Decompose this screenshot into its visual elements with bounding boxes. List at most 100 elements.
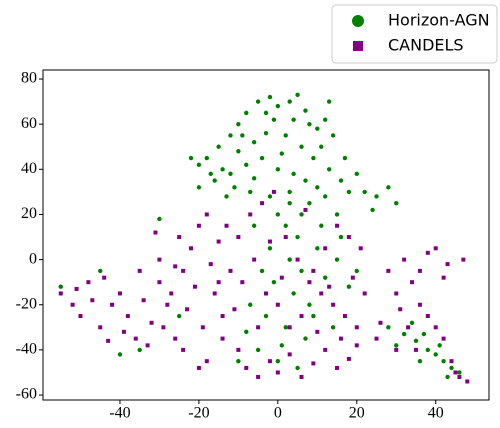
point xyxy=(121,329,126,334)
point xyxy=(251,223,257,228)
point xyxy=(263,131,269,136)
point xyxy=(220,336,225,341)
point xyxy=(303,207,308,212)
x-tick-label: 0 xyxy=(274,405,282,422)
point xyxy=(153,230,158,235)
point xyxy=(137,268,142,273)
point xyxy=(181,268,186,273)
point xyxy=(346,356,351,361)
point xyxy=(260,201,265,206)
point xyxy=(117,291,122,296)
point xyxy=(461,257,466,262)
point xyxy=(323,347,328,352)
point xyxy=(240,133,245,138)
point xyxy=(354,268,359,274)
point xyxy=(421,331,427,337)
point xyxy=(453,370,458,375)
point xyxy=(228,133,233,138)
point xyxy=(267,246,273,251)
point xyxy=(252,257,257,262)
point xyxy=(311,268,316,273)
point xyxy=(110,302,115,307)
point xyxy=(275,358,281,364)
point xyxy=(236,121,241,127)
point xyxy=(335,365,340,370)
point xyxy=(326,167,332,172)
point xyxy=(271,279,277,285)
point xyxy=(267,359,272,364)
point xyxy=(394,200,399,206)
point xyxy=(271,117,277,122)
point xyxy=(58,284,63,289)
point xyxy=(283,325,288,330)
point xyxy=(386,268,391,273)
point xyxy=(244,329,249,335)
point xyxy=(264,291,268,296)
point xyxy=(394,347,399,352)
point xyxy=(224,194,229,199)
point xyxy=(196,365,201,370)
point xyxy=(212,291,217,296)
point xyxy=(248,189,253,195)
point xyxy=(417,302,422,307)
point xyxy=(204,212,209,217)
point xyxy=(275,212,281,217)
point xyxy=(263,313,269,319)
point xyxy=(401,331,407,337)
point xyxy=(275,370,280,375)
point xyxy=(315,329,320,334)
point xyxy=(319,223,324,228)
point xyxy=(417,358,423,364)
point xyxy=(181,347,186,352)
point xyxy=(295,365,300,371)
point xyxy=(177,235,182,240)
point xyxy=(303,178,308,183)
point xyxy=(244,162,249,168)
point xyxy=(279,151,284,156)
point xyxy=(303,108,308,113)
point xyxy=(441,275,446,280)
point xyxy=(291,291,296,296)
point xyxy=(204,155,209,161)
point xyxy=(275,167,281,172)
point xyxy=(189,246,194,251)
point xyxy=(327,284,332,289)
x-tick-label: -20 xyxy=(188,405,209,422)
point xyxy=(323,194,328,199)
point xyxy=(354,325,359,330)
point xyxy=(433,246,438,251)
point xyxy=(319,144,324,149)
point xyxy=(330,325,336,330)
point xyxy=(402,257,407,262)
point xyxy=(283,133,288,138)
point xyxy=(212,178,217,183)
point xyxy=(220,314,225,319)
point xyxy=(248,212,253,217)
point xyxy=(251,176,257,181)
point xyxy=(287,99,292,104)
point xyxy=(267,194,273,199)
point xyxy=(86,280,91,285)
point xyxy=(334,212,340,217)
point xyxy=(449,365,454,371)
y-tick-label: -40 xyxy=(16,341,37,358)
point xyxy=(240,280,245,285)
point xyxy=(406,325,411,330)
point xyxy=(133,336,138,341)
point xyxy=(279,343,284,348)
point xyxy=(267,239,272,244)
point xyxy=(216,280,221,285)
point xyxy=(200,325,205,330)
point xyxy=(228,268,233,273)
point xyxy=(398,307,403,312)
point xyxy=(445,262,450,267)
point xyxy=(338,234,344,240)
point xyxy=(196,185,202,190)
point xyxy=(287,200,292,206)
point xyxy=(409,320,415,326)
point xyxy=(271,189,276,194)
point xyxy=(346,235,351,240)
point xyxy=(394,343,399,348)
legend-marker xyxy=(352,15,364,27)
point xyxy=(370,207,375,213)
